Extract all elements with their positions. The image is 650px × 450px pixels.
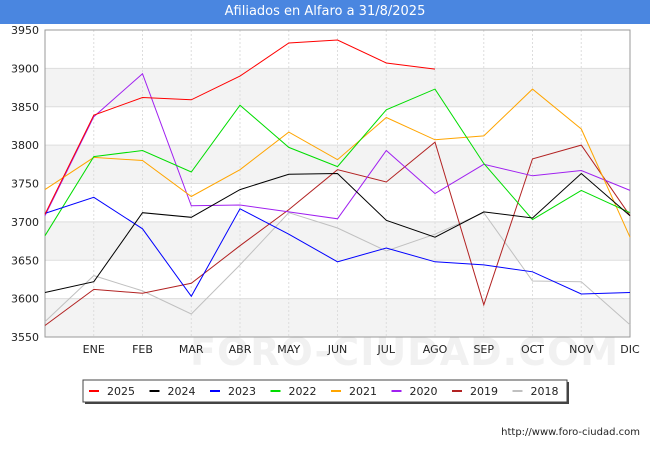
legend-label-2020: 2020 (410, 385, 438, 398)
y-tick-label: 3800 (11, 139, 39, 152)
x-tick-label: ABR (229, 343, 252, 356)
legend-label-2024: 2024 (168, 385, 196, 398)
series-line-2021 (44, 88, 631, 238)
y-tick-label: 3550 (11, 331, 39, 344)
x-tick-label: OCT (521, 343, 544, 356)
series-lines (44, 39, 631, 326)
x-axis-ticks: ENE FEB MAR ABR MAY JUN JUL AGO SEP OCT NOV DIC (83, 343, 640, 356)
y-tick-label: 3600 (11, 293, 39, 306)
chart-title: Afiliados en Alfaro a 31/8/2025 (0, 0, 650, 24)
x-tick-label: ENE (83, 343, 105, 356)
series-line-2025 (44, 39, 436, 215)
x-tick-label: FEB (132, 343, 153, 356)
series-line-2018 (44, 212, 631, 326)
series-line-2020 (44, 72, 631, 220)
watermark: FORO-CIUDAD.COM (190, 330, 620, 374)
series-line-2024 (44, 172, 631, 293)
series-line-2022 (44, 88, 631, 236)
series-line-2023 (44, 196, 631, 298)
legend-label-2025: 2025 (107, 385, 135, 398)
x-tick-label: DIC (620, 343, 640, 356)
legend-label-2023: 2023 (228, 385, 256, 398)
y-axis-ticks: 3550 3600 3650 3700 3750 3800 3850 3900 3950 (11, 24, 39, 344)
legend-label-2022: 2022 (289, 385, 317, 398)
legend-box (82, 379, 568, 403)
series-line-2019 (44, 141, 631, 326)
y-tick-label: 3650 (11, 254, 39, 267)
y-tick-label: 3750 (11, 178, 39, 191)
y-tick-label: 3700 (11, 216, 39, 229)
source-url: http://www.foro-ciudad.com (501, 427, 640, 438)
x-tick-label: JUL (377, 343, 396, 356)
plot-frame (44, 29, 631, 338)
x-tick-label: NOV (569, 343, 594, 356)
x-tick-label: MAR (179, 343, 204, 356)
legend-label-2018: 2018 (531, 385, 559, 398)
legend-label-2019: 2019 (470, 385, 498, 398)
y-tick-label: 3850 (11, 101, 39, 114)
x-tick-label: AGO (423, 343, 448, 356)
x-tick-label: JUN (327, 343, 348, 356)
legend: 2025 2024 2023 2022 2021 2020 2019 2018 (82, 379, 569, 404)
legend-label-2021: 2021 (349, 385, 377, 398)
y-tick-label: 3900 (11, 62, 39, 75)
x-tick-label: SEP (473, 343, 494, 356)
y-tick-label: 3950 (11, 24, 39, 37)
x-tick-label: MAY (277, 343, 300, 356)
